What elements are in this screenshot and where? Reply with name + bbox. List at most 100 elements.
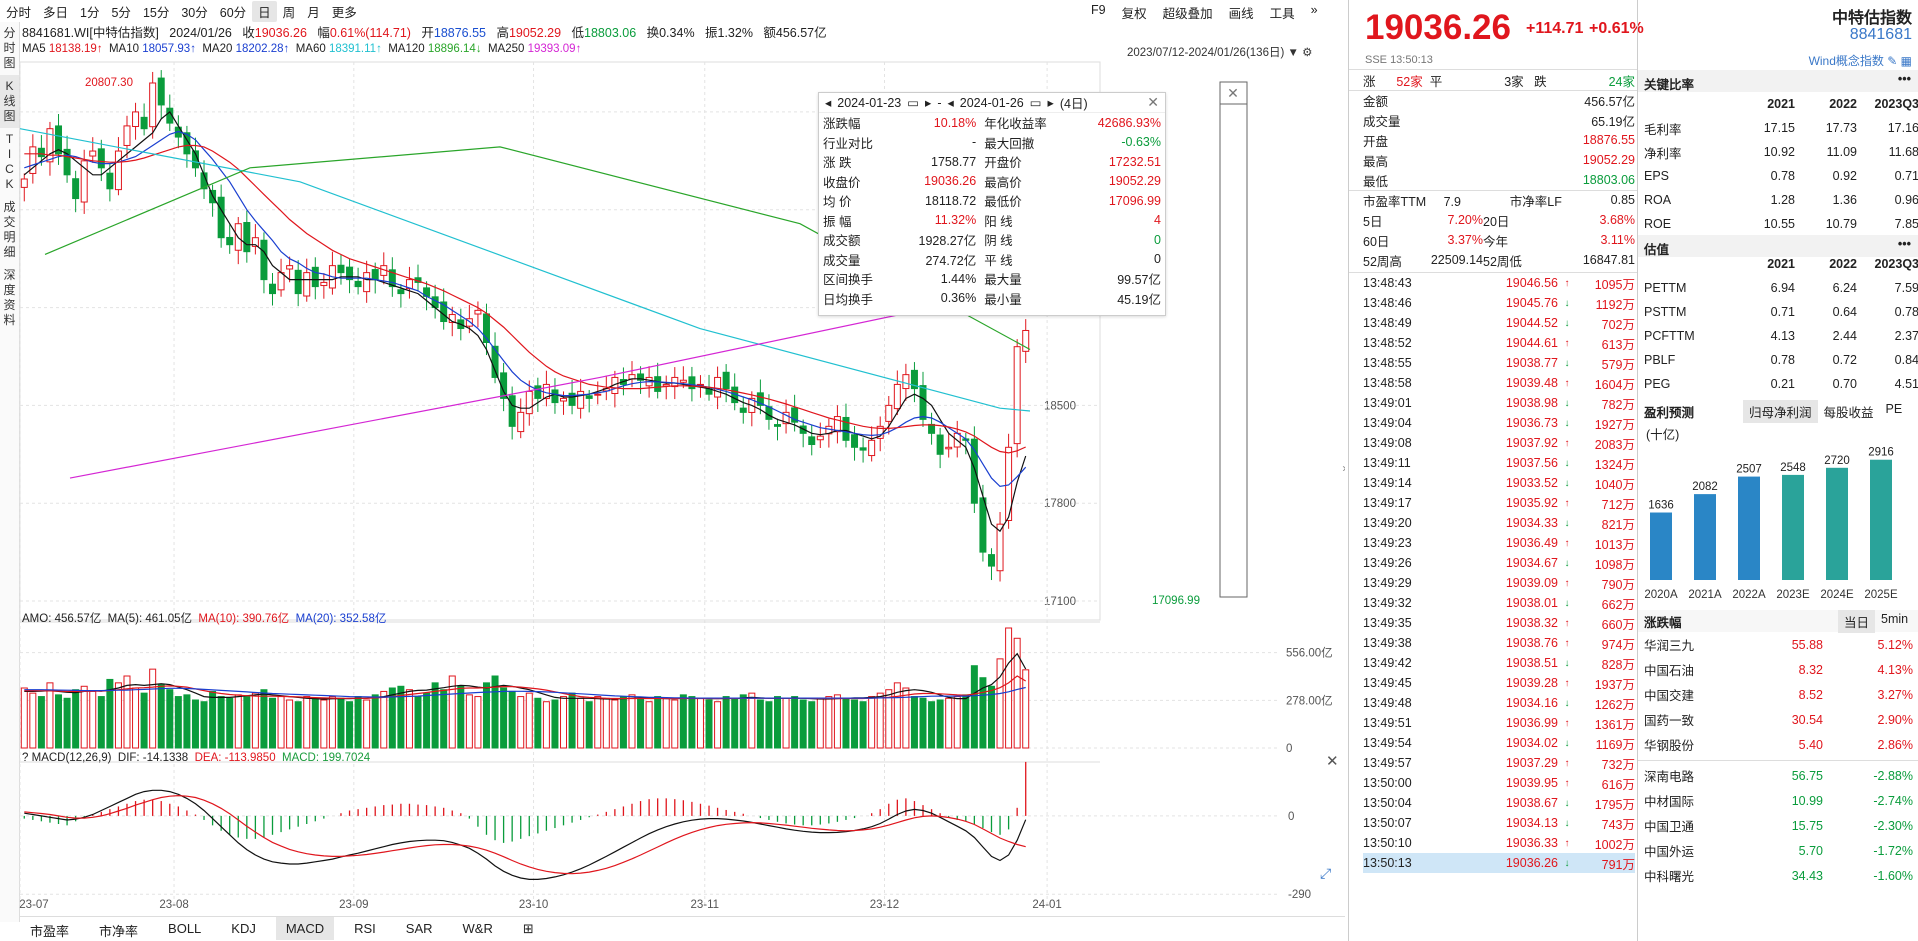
period-tab-2[interactable]: 1分: [80, 5, 100, 20]
gainer-row[interactable]: 国药一致 30.54 2.90%: [1638, 707, 1918, 732]
view-nav-3[interactable]: 成交明细: [3, 200, 16, 259]
tool-button-2[interactable]: 超级叠加: [1162, 7, 1213, 21]
gainer-row[interactable]: 中国交建 8.52 3.27%: [1638, 682, 1918, 707]
panel-toggle-icon[interactable]: »: [1342, 461, 1345, 475]
tick-row[interactable]: 13:49:45 19039.28 ↑ 1937万: [1363, 673, 1635, 693]
movers-tab-0[interactable]: 当日: [1838, 609, 1876, 633]
more-icon[interactable]: •••: [1897, 72, 1911, 86]
profit-tab-2[interactable]: PE: [1885, 401, 1903, 416]
movers-tab-1[interactable]: 5min: [1881, 611, 1909, 626]
tool-button-3[interactable]: 画线: [1228, 7, 1254, 21]
loser-row[interactable]: 中国卫通 15.75 -2.30%: [1638, 813, 1918, 838]
tick-row[interactable]: 13:48:52 19044.61 ↑ 613万: [1363, 333, 1635, 353]
tick-row[interactable]: 13:50:10 19036.33 ↑ 1002万: [1363, 833, 1635, 853]
indicator-tab-w-r[interactable]: W&R: [462, 921, 493, 936]
loser-row[interactable]: 中材国际 10.99 -2.74%: [1638, 788, 1918, 813]
indicator-tab-macd[interactable]: MACD: [275, 917, 335, 940]
close-popup-icon[interactable]: ✕: [1147, 94, 1159, 110]
indicator-tab-kdj[interactable]: KDJ: [231, 921, 256, 936]
tick-row[interactable]: 13:49:04 19036.73 ↓ 1927万: [1363, 413, 1635, 433]
period-tab-5[interactable]: 30分: [181, 5, 208, 20]
tick-row[interactable]: 13:49:17 19035.92 ↑ 712万: [1363, 493, 1635, 513]
period-tab-0[interactable]: 分时: [6, 5, 32, 20]
tool-button-1[interactable]: 复权: [1121, 7, 1147, 21]
expand-icon[interactable]: ⤢: [1320, 865, 1331, 881]
tick-row[interactable]: 13:49:38 19038.76 ↑ 974万: [1363, 633, 1635, 653]
more-icon[interactable]: •••: [1897, 237, 1911, 251]
period-tab-6[interactable]: 60分: [219, 5, 247, 20]
tick-row[interactable]: 13:49:08 19037.92 ↑ 2083万: [1363, 433, 1635, 453]
tick-row[interactable]: 13:50:13 19036.26 ↓ 791万: [1363, 853, 1635, 873]
loser-row[interactable]: 深南电路 56.75 -2.88%: [1638, 763, 1918, 788]
period-tab-3[interactable]: 5分: [111, 5, 131, 20]
indicator-tab-sar[interactable]: SAR: [405, 921, 433, 936]
tick-list[interactable]: 13:48:43 19046.56 ↑ 1095万 13:48:46 19045.76 ↓ 1…: [1363, 273, 1635, 873]
selection-close-box[interactable]: [1219, 81, 1248, 105]
period-tab-10[interactable]: 更多: [331, 5, 357, 20]
tick-row[interactable]: 13:49:01 19038.98 ↓ 782万: [1363, 393, 1635, 413]
indicator-tab-boll[interactable]: BOLL: [168, 921, 202, 936]
tick-row[interactable]: 13:49:48 19034.16 ↓ 1262万: [1363, 693, 1635, 713]
prev-arrow-icon[interactable]: ◂: [825, 96, 832, 110]
tick-row[interactable]: 13:49:57 19037.29 ↑ 732万: [1363, 753, 1635, 773]
period-tab-9[interactable]: 月: [307, 5, 320, 20]
tick-row[interactable]: 13:49:11 19037.56 ↓ 1324万: [1363, 453, 1635, 473]
loser-row[interactable]: 中科曙光 34.43 -1.60%: [1638, 863, 1918, 888]
tick-row[interactable]: 13:49:23 19036.49 ↑ 1013万: [1363, 533, 1635, 553]
gainer-row[interactable]: 华钢股份 5.40 2.86%: [1638, 732, 1918, 757]
edit-icon[interactable]: ✎: [1887, 54, 1898, 68]
profit-tab-1[interactable]: 每股收益: [1823, 405, 1874, 420]
loser-row[interactable]: 中国外运 5.70 -1.72%: [1638, 838, 1918, 863]
collapse-icon[interactable]: »: [1310, 3, 1318, 17]
period-tab-1[interactable]: 多日: [43, 5, 69, 20]
range-dropdown-icon[interactable]: ▼: [1287, 47, 1299, 59]
tick-row[interactable]: 13:48:49 19044.52 ↓ 702万: [1363, 313, 1635, 333]
date-range[interactable]: 2023/07/12-2024/01/26(136日) ▼ ⚙: [1127, 44, 1312, 60]
close-macd-icon[interactable]: ✕: [1326, 753, 1339, 770]
date-to[interactable]: 2024-01-26: [959, 95, 1024, 110]
add-indicator-icon[interactable]: ⊞: [522, 921, 534, 936]
next-arrow-icon[interactable]: ▸: [1047, 96, 1054, 110]
tool-button-4[interactable]: 工具: [1269, 7, 1295, 21]
view-nav-0[interactable]: 分时图: [3, 26, 16, 70]
tick-row[interactable]: 13:49:26 19034.67 ↓ 1098万: [1363, 553, 1635, 573]
tick-row[interactable]: 13:48:58 19039.48 ↑ 1604万: [1363, 373, 1635, 393]
date-from[interactable]: 2024-01-23: [837, 95, 902, 110]
period-tab-7[interactable]: 日: [252, 0, 277, 22]
tick-row[interactable]: 13:49:42 19038.51 ↓ 828万: [1363, 653, 1635, 673]
tool-button-0[interactable]: F9: [1091, 3, 1106, 17]
tick-row[interactable]: 13:49:35 19038.32 ↑ 660万: [1363, 613, 1635, 633]
gainer-row[interactable]: 中国石油 8.32 4.13%: [1638, 657, 1918, 682]
concept-link[interactable]: Wind概念指数 ✎ ▦: [1809, 52, 1912, 69]
view-nav-4[interactable]: 深度资料: [3, 268, 16, 327]
tick-row[interactable]: 13:48:46 19045.76 ↓ 1192万: [1363, 293, 1635, 313]
tick-row[interactable]: 13:50:00 19039.95 ↑ 616万: [1363, 773, 1635, 793]
gainer-row[interactable]: 华润三九 55.88 5.12%: [1638, 632, 1918, 657]
calendar-icon[interactable]: ▭: [1029, 96, 1042, 110]
tick-row[interactable]: 13:50:07 19034.13 ↓ 743万: [1363, 813, 1635, 833]
tick-row[interactable]: 13:50:04 19038.67 ↓ 1795万: [1363, 793, 1635, 813]
close-icon[interactable]: ✕: [1227, 85, 1239, 101]
grid-icon[interactable]: ▦: [1900, 54, 1912, 68]
period-tab-8[interactable]: 周: [282, 5, 296, 20]
tick-row[interactable]: 13:49:14 19033.52 ↓ 1040万: [1363, 473, 1635, 493]
help-icon[interactable]: ?: [22, 752, 29, 764]
tick-row[interactable]: 13:49:20 19034.33 ↓ 821万: [1363, 513, 1635, 533]
tick-row[interactable]: 13:49:32 19038.01 ↓ 662万: [1363, 593, 1635, 613]
settings-gear-icon[interactable]: ⚙: [1302, 47, 1313, 59]
next-arrow-icon[interactable]: ▸: [925, 96, 932, 110]
indicator-tab-item[interactable]: 市净率: [99, 924, 139, 939]
tick-row[interactable]: 13:49:51 19036.99 ↑ 1361万: [1363, 713, 1635, 733]
tick-row[interactable]: 13:49:54 19034.02 ↓ 1169万: [1363, 733, 1635, 753]
tick-row[interactable]: 13:48:55 19038.77 ↓ 579万: [1363, 353, 1635, 373]
prev-arrow-icon[interactable]: ◂: [947, 96, 954, 110]
tick-row[interactable]: 13:48:43 19046.56 ↑ 1095万: [1363, 273, 1635, 293]
period-tab-4[interactable]: 15分: [142, 5, 170, 20]
indicator-tab-rsi[interactable]: RSI: [354, 921, 376, 936]
profit-tab-0[interactable]: 归母净利润: [1743, 399, 1818, 423]
indicator-tab-item[interactable]: 市盈率: [30, 924, 70, 939]
tick-row[interactable]: 13:49:29 19039.09 ↑ 790万: [1363, 573, 1635, 593]
selection-box[interactable]: [1219, 81, 1248, 598]
